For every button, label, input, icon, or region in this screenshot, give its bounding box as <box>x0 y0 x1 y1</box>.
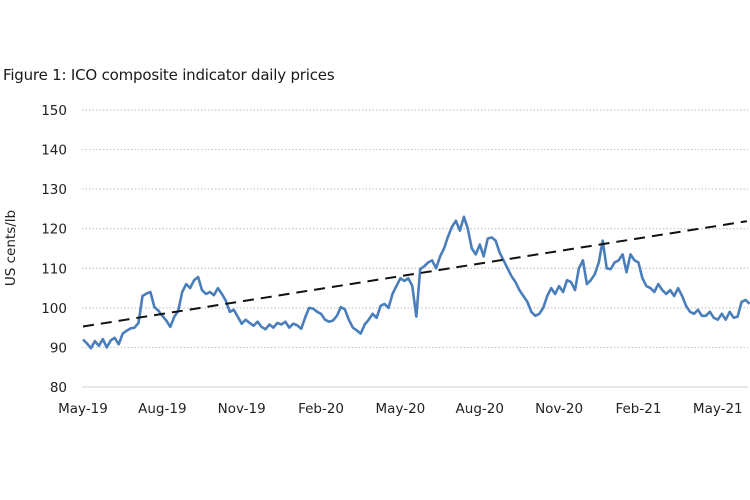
y-axis-label: US cents/lb <box>3 210 19 286</box>
x-tick-label: Feb-21 <box>615 401 661 417</box>
x-tick-label: Nov-20 <box>535 401 583 417</box>
x-tick-label: May-21 <box>693 401 743 417</box>
x-axis-ticks: May-19 Aug-19 Nov-19 Feb-20 May-20 Aug-20 Nov-… <box>58 401 743 417</box>
x-tick-label: Feb-20 <box>298 401 344 417</box>
y-tick-label: 140 <box>41 143 67 159</box>
y-tick-label: 120 <box>41 222 67 238</box>
chart-title: Figure 1: ICO composite indicator daily … <box>3 66 335 84</box>
y-tick-label: 130 <box>41 182 67 198</box>
x-tick-label: May-19 <box>58 401 108 417</box>
y-tick-label: 110 <box>41 261 67 277</box>
x-tick-label: Nov-19 <box>218 401 266 417</box>
y-tick-label: 90 <box>50 340 67 356</box>
series-group <box>82 215 750 350</box>
y-axis-ticks: 80 90 100 110 120 130 140 150 <box>41 103 67 396</box>
x-tick-label: Aug-19 <box>138 401 186 417</box>
y-tick-label: 150 <box>41 103 67 119</box>
y-tick-label: 100 <box>41 301 67 317</box>
trend-line <box>82 220 748 328</box>
y-tick-label: 80 <box>50 380 67 396</box>
price-series-line <box>82 215 750 350</box>
x-tick-label: May-20 <box>376 401 426 417</box>
gridlines <box>82 109 748 388</box>
x-tick-label: Aug-20 <box>456 401 504 417</box>
